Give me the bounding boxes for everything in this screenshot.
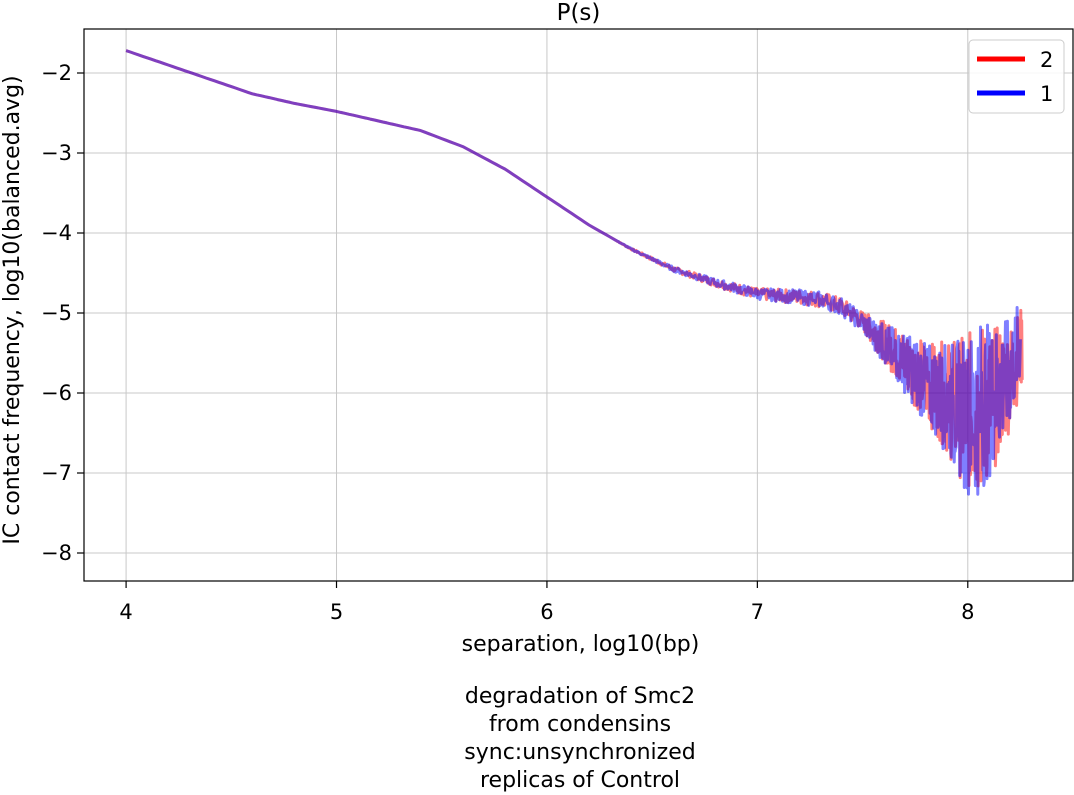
x-tick-label: 7 [751,600,764,624]
x-tick-label: 8 [961,600,974,624]
x-tick-label: 4 [119,600,132,624]
series-line-1 [125,49,1022,496]
plot-frame [83,28,1074,582]
y-tick-label: −7 [41,461,72,485]
caption-line: from condensins [488,712,672,737]
x-axis-label: separation, log10(bp) [462,632,700,657]
x-tick-label: 6 [540,600,553,624]
y-axis-label: IC contact frequency, log10(balanced.avg… [0,75,25,544]
caption-line: sync:unsynchronized [464,740,696,765]
y-tick-label: −4 [41,221,72,245]
legend-label: 1 [1040,82,1053,106]
chart-title: P(s) [557,0,601,26]
y-tick-label: −8 [41,541,72,565]
series-layer [125,49,1024,496]
chart-caption: degradation of Smc2 from condensins sync… [0,683,1074,795]
y-tick-label: −6 [41,381,72,405]
legend: 21 [968,39,1065,114]
x-tick-label: 5 [330,600,343,624]
series-line-2 [125,49,1024,488]
caption-line: degradation of Smc2 [464,684,696,709]
grid [84,29,1073,581]
caption-line: replicas of Control [479,768,681,793]
y-tick-label: −2 [41,61,72,85]
axis-ticks: 4 5 6 7 8 −2 −3 −4 −5 −6 −7 −8 [41,61,974,624]
y-tick-label: −5 [41,301,72,325]
legend-label: 2 [1040,48,1053,72]
y-tick-label: −3 [41,141,72,165]
